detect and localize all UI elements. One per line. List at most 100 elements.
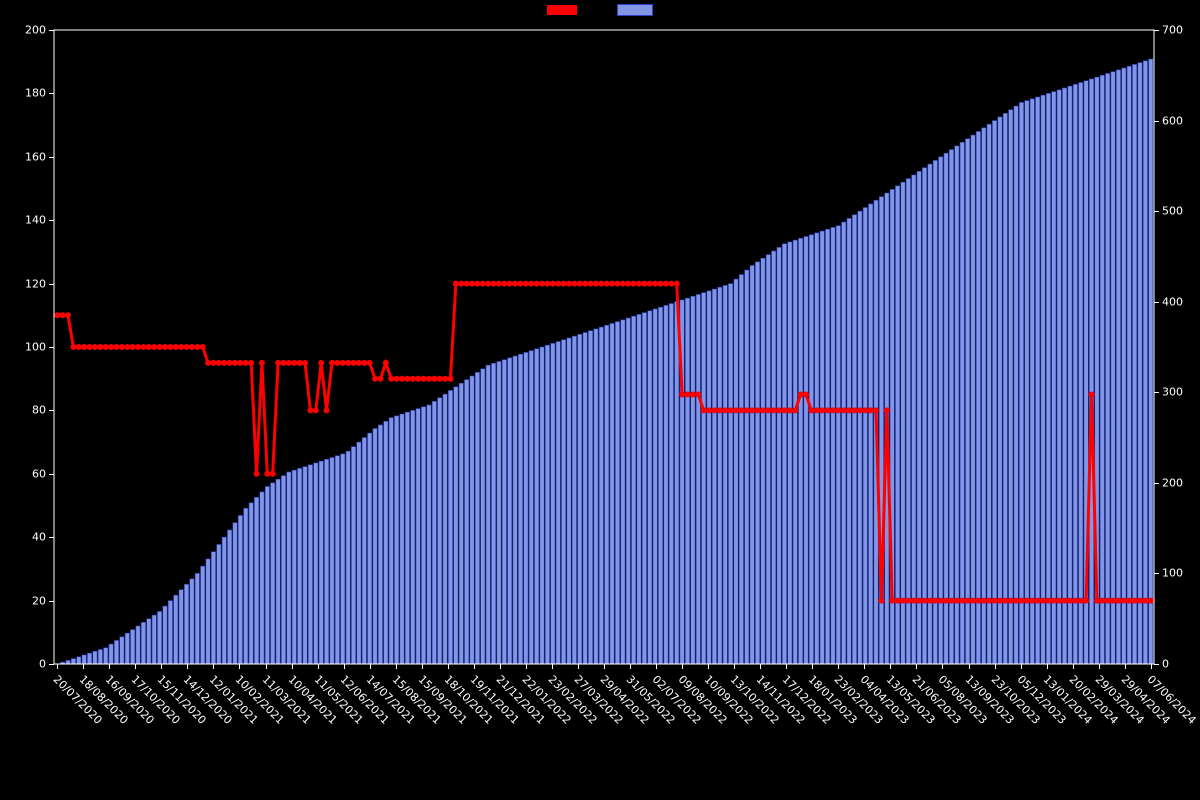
line-marker [938,598,944,604]
y-right-tick-label: 600 [1162,114,1183,127]
bar [696,294,700,664]
line-marker [302,360,308,366]
line-marker [297,360,303,366]
bar [157,611,161,664]
line-marker [916,598,922,604]
line-marker [706,407,712,413]
bar [475,372,479,664]
line-marker [674,281,680,287]
tick [890,664,891,669]
line-marker [776,407,782,413]
bar [766,255,770,664]
bar [470,376,474,664]
bar [330,457,334,664]
bar [351,447,355,664]
bar [723,285,727,664]
bar [276,479,280,664]
y-right-tick-label: 500 [1162,205,1183,218]
bar [319,461,323,664]
y-left-tick-label: 80 [0,404,46,417]
line-marker [216,360,222,366]
line-marker [895,598,901,604]
tick [786,664,787,669]
tick [1154,302,1159,303]
bar [540,347,544,664]
line-marker [140,344,146,350]
line-marker [103,344,109,350]
line-marker [1132,598,1138,604]
line-marker [614,281,620,287]
bar [971,135,975,664]
line-marker [453,281,459,287]
line-marker [997,598,1003,604]
bar [868,204,872,664]
bar [254,497,258,664]
y-left-tick-label: 20 [0,594,46,607]
tick [1154,664,1159,665]
tick [1154,30,1159,31]
line-marker [905,598,911,604]
bar [66,660,70,664]
bar [728,284,732,664]
tick [1151,664,1152,669]
bar [464,380,468,664]
line-marker [437,376,443,382]
bar [389,418,393,664]
line-marker [167,344,173,350]
line-marker [690,392,696,398]
tick [1154,211,1159,212]
line-marker [728,407,734,413]
line-marker [264,471,270,477]
line-marker [200,344,206,350]
bar [109,644,113,664]
bar [982,128,986,664]
line-marker [571,281,577,287]
line-marker [237,360,243,366]
tick [1099,664,1100,669]
bar [87,653,91,664]
y-left-tick-label: 160 [0,150,46,163]
line-marker [695,392,701,398]
line-marker [464,281,470,287]
bar [502,360,506,664]
bar [303,467,307,664]
line-marker [1115,598,1121,604]
line-marker [1013,598,1019,604]
tick [969,664,970,669]
bar [400,414,404,664]
bar [335,456,339,664]
bar [518,354,522,664]
bar [104,648,108,664]
y-left-tick-label: 40 [0,531,46,544]
line-marker [749,407,755,413]
line-marker [151,344,157,350]
line-marker [981,598,987,604]
line-marker [625,281,631,287]
tick [344,664,345,669]
bar [901,182,905,664]
line-marker [631,281,637,287]
line-marker [1008,598,1014,604]
line-marker [394,376,400,382]
line-marker [1035,598,1041,604]
bar [750,265,754,664]
tick [318,664,319,669]
line-marker [313,407,319,413]
bar [1019,102,1023,664]
bar [513,356,517,664]
line-marker [426,376,432,382]
bar [114,640,118,664]
bar [486,365,490,664]
line-marker [329,360,335,366]
tick [135,664,136,669]
bar [405,412,409,664]
line-marker [399,376,405,382]
line-marker [119,344,125,350]
line-marker [356,360,362,366]
bar [895,186,899,664]
line-marker [932,598,938,604]
line-marker [1148,598,1154,604]
tick [812,664,813,669]
line-marker [663,281,669,287]
legend-bar-swatch [617,4,653,16]
